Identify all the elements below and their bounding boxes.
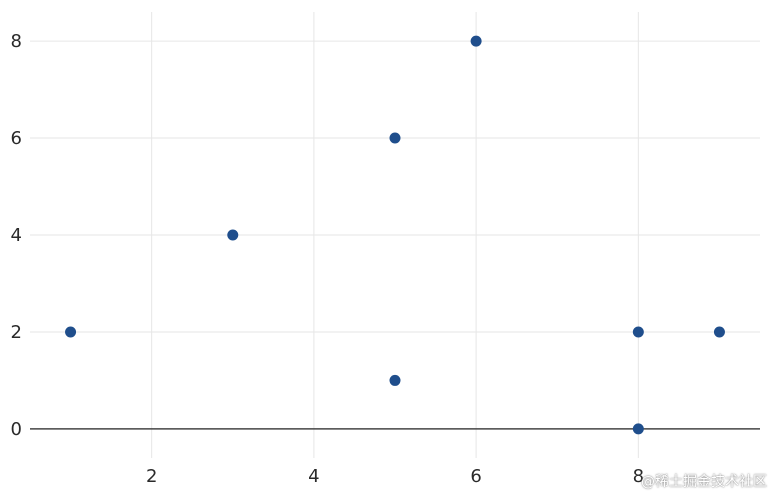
x-tick-label: 2 bbox=[146, 466, 157, 487]
x-tick-label: 8 bbox=[633, 466, 644, 487]
y-axis-tick-labels: 0 2 4 6 8 bbox=[11, 31, 22, 440]
y-tick-label: 6 bbox=[11, 128, 22, 149]
data-point[interactable] bbox=[632, 326, 644, 338]
data-point[interactable] bbox=[470, 35, 482, 47]
data-point[interactable] bbox=[389, 132, 401, 144]
y-tick-label: 8 bbox=[11, 31, 22, 52]
y-tick-label: 0 bbox=[11, 419, 22, 440]
x-axis-tick-labels: 2 4 6 8 bbox=[146, 466, 644, 487]
data-point[interactable] bbox=[227, 229, 239, 241]
data-points bbox=[65, 35, 725, 435]
y-tick-label: 4 bbox=[11, 225, 22, 246]
x-tick-label: 4 bbox=[308, 466, 319, 487]
x-tick-label: 6 bbox=[470, 466, 481, 487]
data-point[interactable] bbox=[632, 423, 644, 435]
y-tick-label: 2 bbox=[11, 322, 22, 343]
watermark: @稀土掘金技术社区 bbox=[641, 474, 767, 490]
data-point[interactable] bbox=[389, 374, 401, 386]
data-point[interactable] bbox=[65, 326, 77, 338]
data-point[interactable] bbox=[713, 326, 725, 338]
horizontal-gridlines bbox=[30, 40, 760, 333]
